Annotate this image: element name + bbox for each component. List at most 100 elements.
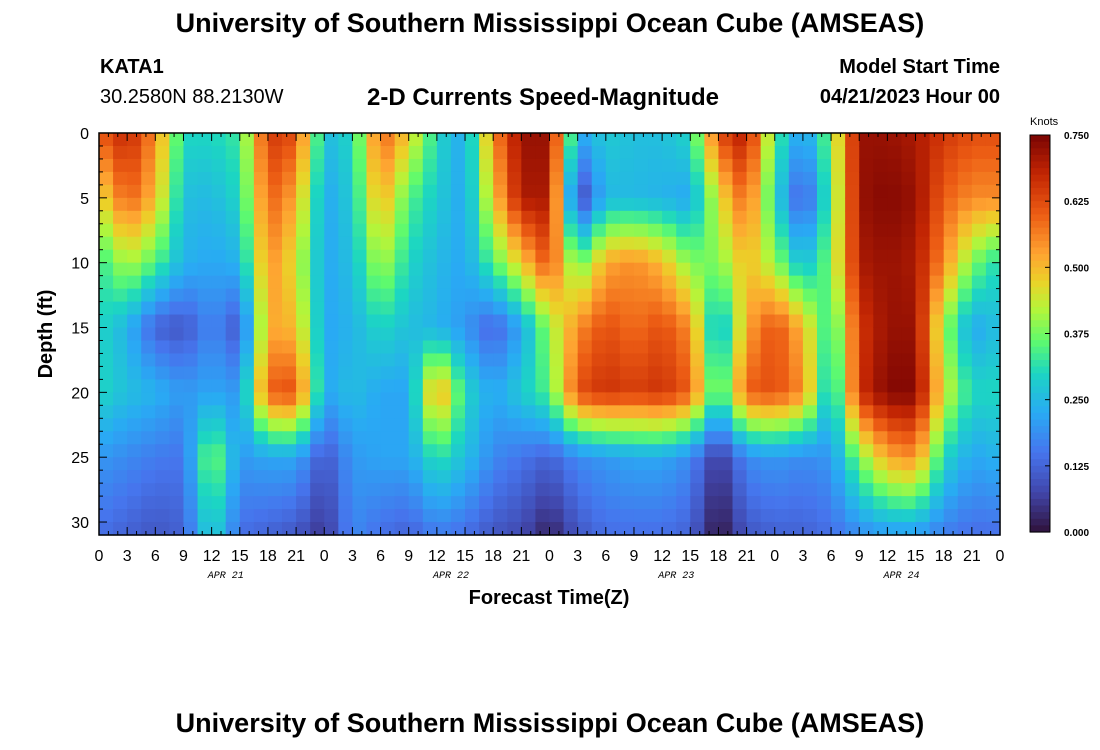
heatmap-cell bbox=[197, 197, 213, 212]
heatmap-cell bbox=[239, 171, 255, 186]
heatmap-cell bbox=[521, 509, 537, 523]
heatmap-cell bbox=[113, 249, 128, 264]
heatmap-cell bbox=[929, 366, 945, 380]
heatmap-cell bbox=[338, 314, 354, 329]
heatmap-cell bbox=[577, 145, 593, 160]
heatmap-cell bbox=[267, 405, 283, 419]
heatmap-cell bbox=[915, 366, 931, 380]
heatmap-cell bbox=[183, 431, 199, 445]
heatmap-cell bbox=[366, 509, 382, 523]
heatmap-cell bbox=[971, 405, 987, 419]
colorbar-swatch bbox=[1030, 498, 1050, 507]
heatmap-cell bbox=[507, 522, 522, 536]
heatmap-cell bbox=[479, 444, 494, 458]
heatmap-cell bbox=[802, 184, 818, 199]
heatmap-cell bbox=[225, 275, 241, 290]
heatmap-cell bbox=[633, 405, 649, 419]
heatmap-cell bbox=[535, 288, 551, 303]
heatmap-cell bbox=[267, 133, 283, 147]
heatmap-cell bbox=[732, 483, 748, 497]
heatmap-cell bbox=[366, 301, 382, 316]
heatmap-cell bbox=[816, 158, 832, 173]
heatmap-cell bbox=[436, 197, 452, 212]
heatmap-cell bbox=[282, 210, 297, 225]
heatmap-cell bbox=[324, 314, 339, 329]
heatmap-cell bbox=[915, 171, 931, 186]
heatmap-cell bbox=[704, 340, 720, 355]
heatmap-cell bbox=[985, 262, 1001, 277]
heatmap-cell bbox=[577, 314, 593, 329]
heatmap-cell bbox=[521, 210, 537, 225]
heatmap-cell bbox=[535, 340, 551, 355]
heatmap-cell bbox=[155, 145, 170, 160]
heatmap-cell bbox=[788, 145, 804, 160]
heatmap-cell bbox=[239, 496, 255, 510]
heatmap-cell bbox=[929, 483, 945, 497]
heatmap-cell bbox=[127, 288, 142, 303]
heatmap-cell bbox=[493, 145, 508, 160]
heatmap-cell bbox=[915, 418, 931, 432]
heatmap-cell bbox=[479, 366, 494, 380]
heatmap-cell bbox=[746, 366, 762, 380]
heatmap-cell bbox=[873, 483, 888, 497]
heatmap-cell bbox=[127, 262, 142, 277]
heatmap-cell bbox=[549, 405, 565, 419]
heatmap-cell bbox=[521, 327, 537, 342]
heatmap-cell bbox=[676, 314, 691, 329]
heatmap-cell bbox=[563, 470, 579, 484]
heatmap-cell bbox=[450, 210, 466, 225]
heatmap-cell bbox=[211, 314, 227, 329]
heatmap-cell bbox=[324, 483, 339, 497]
heatmap-cell bbox=[732, 236, 748, 251]
heatmap-cell bbox=[605, 145, 621, 160]
heatmap-cell bbox=[521, 483, 537, 497]
heatmap-cell bbox=[704, 431, 720, 445]
heatmap-cell bbox=[563, 236, 579, 251]
heatmap-cell bbox=[676, 158, 691, 173]
heatmap-cell bbox=[633, 301, 649, 316]
heatmap-cell bbox=[816, 418, 832, 432]
heatmap-cell bbox=[380, 288, 396, 303]
heatmap-cell bbox=[985, 340, 1001, 355]
heatmap-cell bbox=[859, 418, 874, 432]
heatmap-cell bbox=[253, 301, 269, 316]
heatmap-cell bbox=[577, 171, 593, 186]
heatmap-cell bbox=[788, 210, 804, 225]
heatmap-cell bbox=[957, 496, 973, 510]
heatmap-cell bbox=[788, 301, 804, 316]
heatmap-cell bbox=[859, 236, 874, 251]
heatmap-cell bbox=[394, 158, 410, 173]
heatmap-cell bbox=[465, 392, 480, 406]
heatmap-cell bbox=[901, 145, 917, 160]
heatmap-cell bbox=[197, 353, 213, 368]
heatmap-cell bbox=[816, 171, 832, 186]
heatmap-cell bbox=[943, 210, 959, 225]
heatmap-cell bbox=[915, 197, 931, 212]
heatmap-cell bbox=[324, 133, 339, 147]
heatmap-cell bbox=[816, 223, 832, 238]
heatmap-cell bbox=[422, 405, 438, 419]
heatmap-cell bbox=[943, 158, 959, 173]
heatmap-cell bbox=[366, 340, 382, 355]
heatmap-cell bbox=[183, 236, 199, 251]
heatmap-cell bbox=[732, 262, 748, 277]
heatmap-cell bbox=[127, 509, 142, 523]
heatmap-cell bbox=[465, 496, 480, 510]
heatmap-cell bbox=[239, 197, 255, 212]
heatmap-cell bbox=[436, 145, 452, 160]
heatmap-cell bbox=[676, 457, 691, 471]
heatmap-cell bbox=[887, 133, 903, 147]
heatmap-cell bbox=[225, 288, 241, 303]
heatmap-cell bbox=[662, 210, 677, 225]
heatmap-cell bbox=[957, 158, 973, 173]
heatmap-cell bbox=[887, 353, 903, 368]
x-tick-label: 3 bbox=[348, 548, 357, 565]
heatmap-cell bbox=[549, 379, 565, 393]
heatmap-cell bbox=[197, 288, 213, 303]
heatmap-cell bbox=[324, 496, 339, 510]
heatmap-cell bbox=[648, 431, 663, 445]
heatmap-cell bbox=[465, 405, 480, 419]
colorbar-swatch bbox=[1030, 326, 1050, 335]
heatmap-cell bbox=[99, 314, 114, 329]
heatmap-cell bbox=[577, 496, 593, 510]
